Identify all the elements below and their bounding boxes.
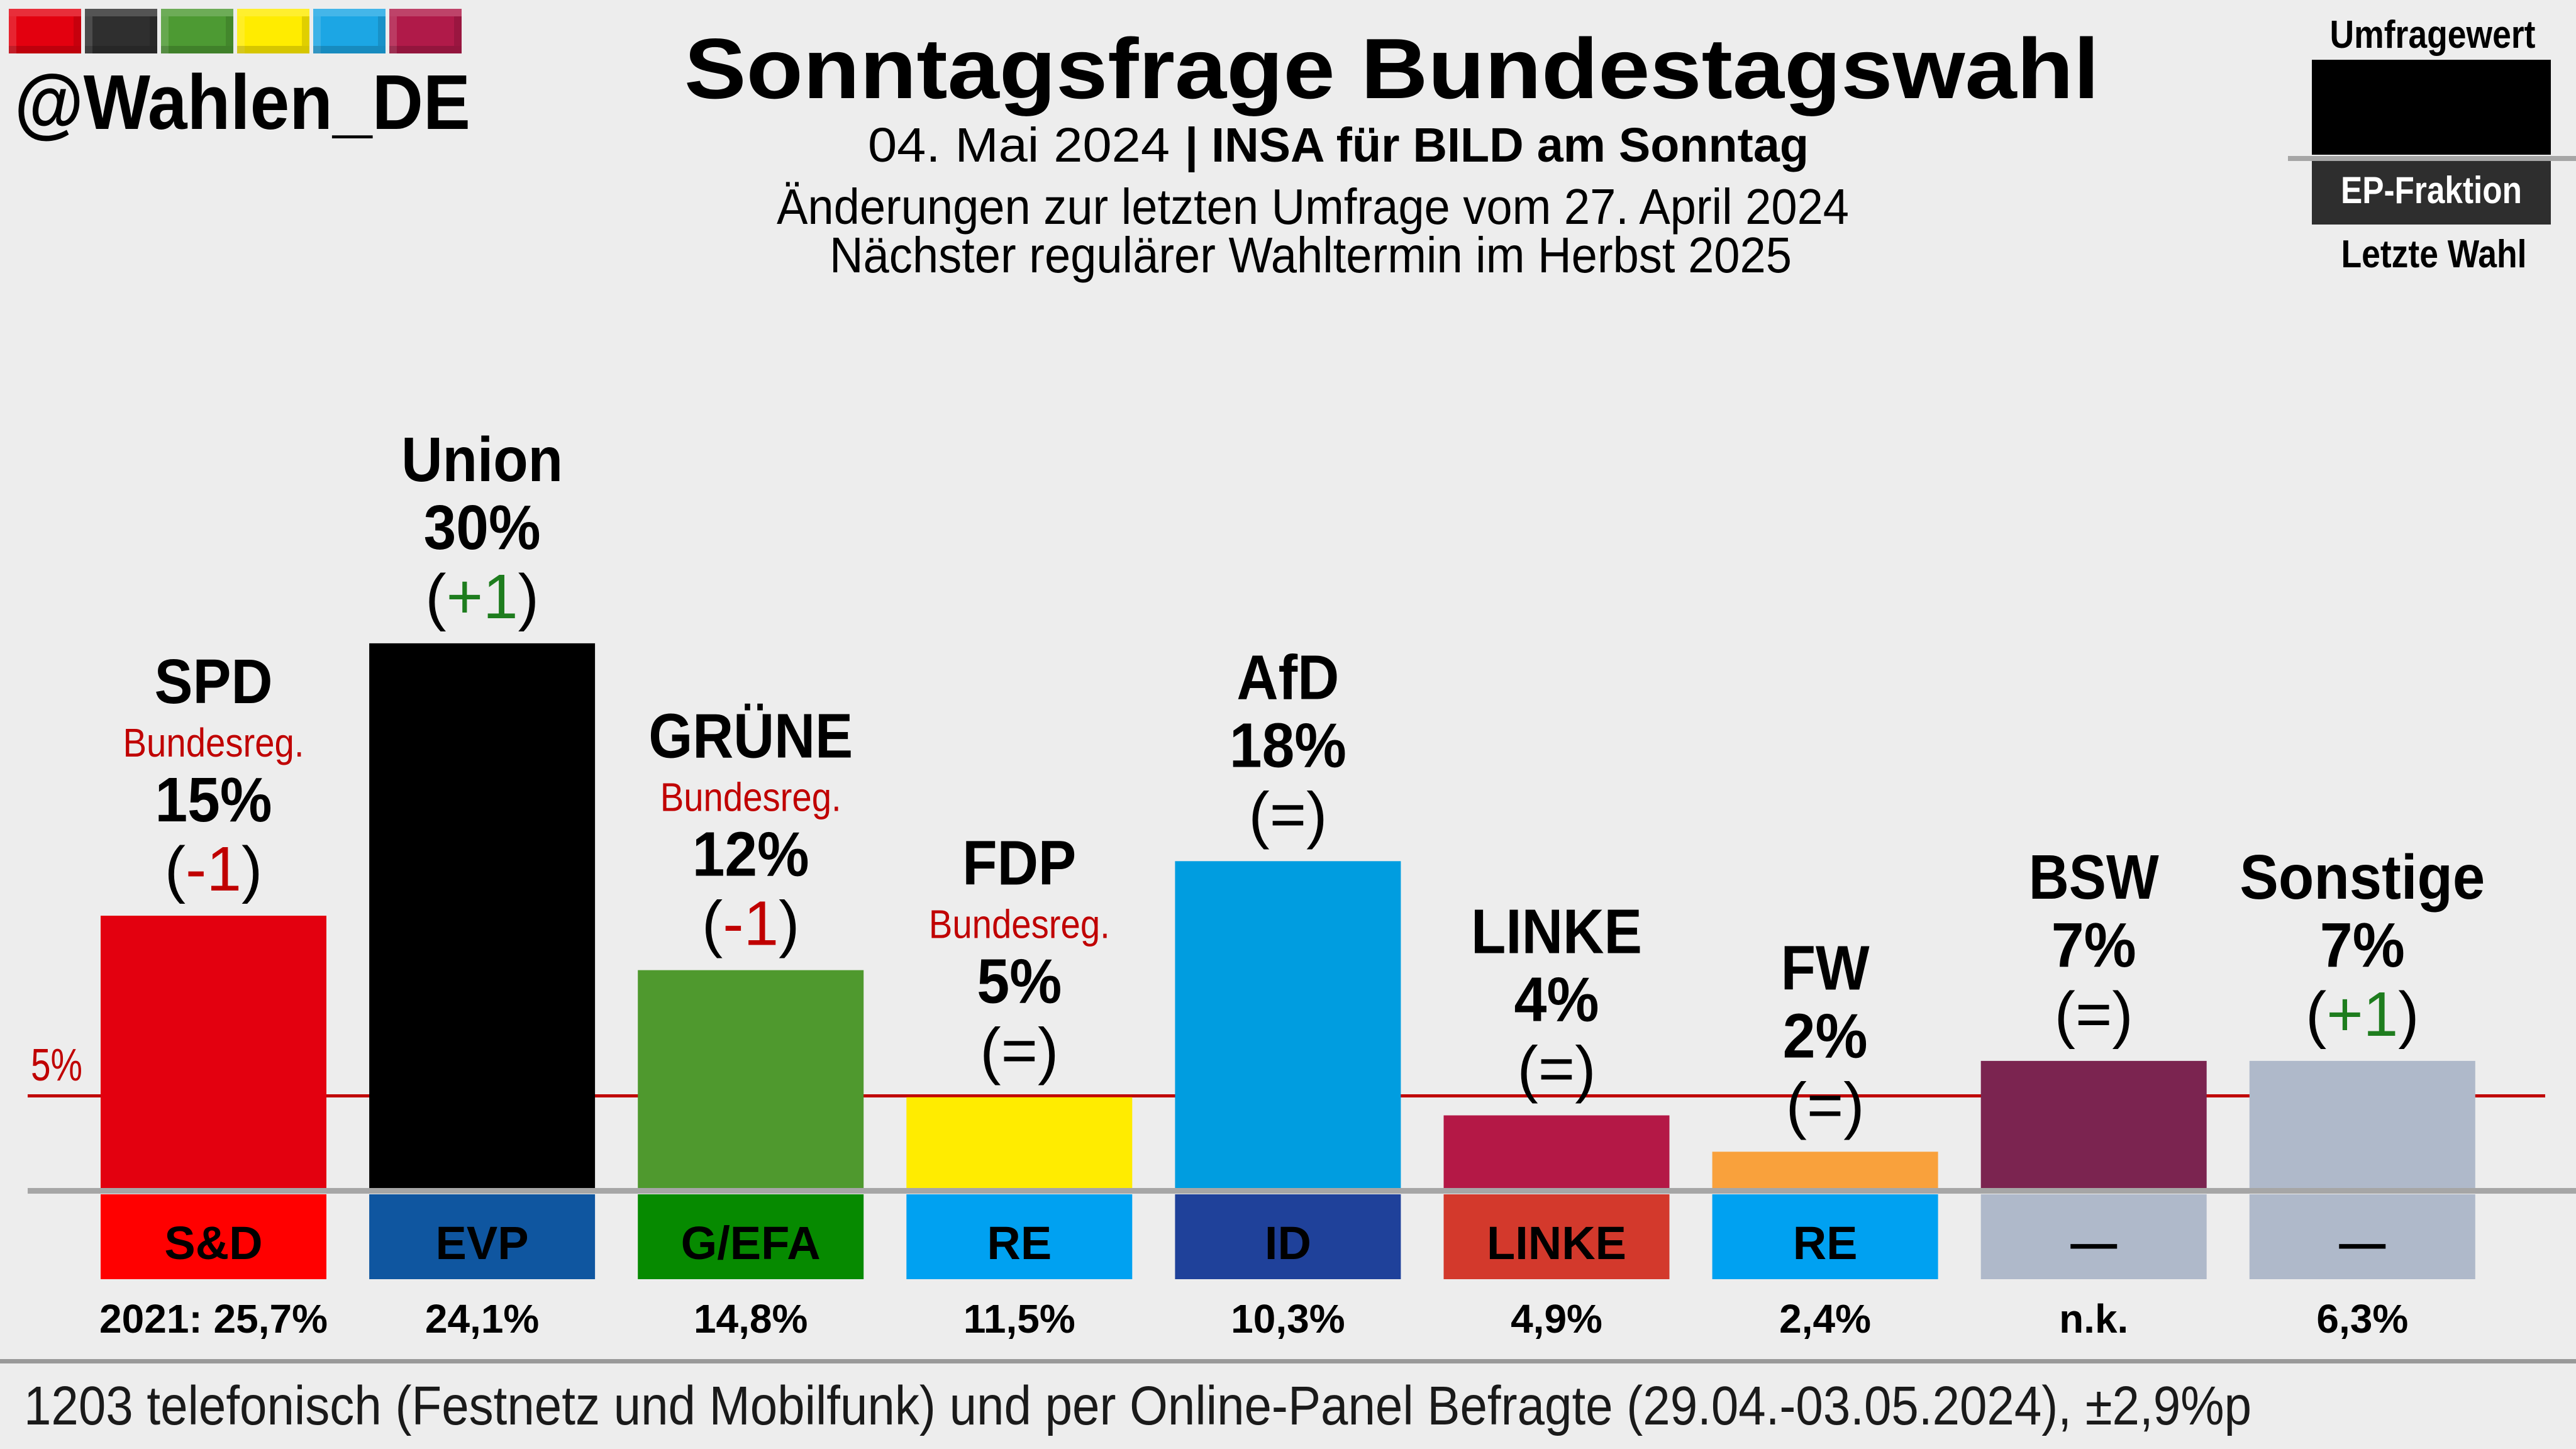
svg-text:BSW: BSW xyxy=(2029,842,2160,913)
svg-text:—: — xyxy=(2339,1217,2385,1269)
svg-text:6,3%: 6,3% xyxy=(2316,1296,2408,1341)
svg-text:4,9%: 4,9% xyxy=(1511,1296,1602,1341)
svg-text:Sonntagsfrage Bundestagswahl: Sonntagsfrage Bundestagswahl xyxy=(684,21,2099,116)
svg-text:Umfragewert: Umfragewert xyxy=(2330,13,2536,57)
svg-text:Union: Union xyxy=(401,425,563,495)
svg-text:10,3%: 10,3% xyxy=(1231,1296,1345,1341)
svg-text:(=): (=) xyxy=(980,1016,1058,1086)
svg-text:15%: 15% xyxy=(155,765,272,835)
svg-text:2021: 25,7%: 2021: 25,7% xyxy=(99,1296,328,1341)
svg-text:EVP: EVP xyxy=(436,1217,529,1269)
svg-text:G/EFA: G/EFA xyxy=(681,1217,821,1269)
svg-text:LINKE: LINKE xyxy=(1471,897,1642,967)
svg-text:S&D: S&D xyxy=(164,1217,262,1269)
svg-text:2,4%: 2,4% xyxy=(1779,1296,1871,1341)
svg-text:FDP: FDP xyxy=(962,828,1076,899)
svg-text:12%: 12% xyxy=(692,819,809,890)
svg-text:30%: 30% xyxy=(424,492,541,563)
svg-text:Sonstige: Sonstige xyxy=(2240,842,2485,913)
svg-text:14,8%: 14,8% xyxy=(694,1296,808,1341)
svg-text:4%: 4% xyxy=(1514,965,1599,1035)
svg-text:| INSA für BILD am Sonntag: | INSA für BILD am Sonntag xyxy=(1185,118,1809,172)
svg-text:7%: 7% xyxy=(2320,910,2405,980)
svg-text:EP-Fraktion: EP-Fraktion xyxy=(2341,169,2522,211)
svg-text:(=): (=) xyxy=(1248,779,1327,850)
svg-text:(-1): (-1) xyxy=(165,834,263,904)
svg-text:LINKE: LINKE xyxy=(1487,1217,1626,1269)
svg-text:(=): (=) xyxy=(2055,979,2133,1050)
svg-text:(=): (=) xyxy=(1786,1070,1865,1140)
svg-text:RE: RE xyxy=(1793,1217,1858,1269)
svg-text:(-1): (-1) xyxy=(702,889,800,959)
svg-text:Bundesreg.: Bundesreg. xyxy=(123,720,304,765)
svg-text:Änderungen zur letzten Umfrage: Änderungen zur letzten Umfrage vom 27. A… xyxy=(777,179,1849,235)
svg-text:1203 telefonisch (Festnetz und: 1203 telefonisch (Festnetz und Mobilfunk… xyxy=(24,1375,2251,1436)
svg-text:24,1%: 24,1% xyxy=(425,1296,539,1341)
svg-text:Bundesreg.: Bundesreg. xyxy=(660,775,841,820)
svg-text:18%: 18% xyxy=(1230,710,1346,780)
svg-text:GRÜNE: GRÜNE xyxy=(648,701,853,772)
svg-text:Bundesreg.: Bundesreg. xyxy=(929,902,1110,947)
svg-text:11,5%: 11,5% xyxy=(963,1296,1075,1341)
svg-text:(=): (=) xyxy=(1517,1034,1596,1104)
svg-text:ID: ID xyxy=(1265,1217,1311,1269)
svg-text:7%: 7% xyxy=(2051,910,2136,980)
svg-text:FW: FW xyxy=(1781,933,1870,1003)
svg-text:SPD: SPD xyxy=(155,647,273,717)
svg-text:(+1): (+1) xyxy=(425,562,539,632)
svg-text:04. Mai 2024: 04. Mai 2024 xyxy=(868,118,1170,172)
svg-text:n.k.: n.k. xyxy=(2059,1296,2128,1341)
svg-text:—: — xyxy=(2070,1217,2117,1269)
svg-text:AfD: AfD xyxy=(1236,642,1339,713)
svg-text:5%: 5% xyxy=(977,947,1062,1017)
svg-text:(+1): (+1) xyxy=(2306,979,2419,1050)
svg-text:Letzte Wahl: Letzte Wahl xyxy=(2341,233,2527,276)
svg-text:Nächster regulärer Wahltermin: Nächster regulärer Wahltermin im Herbst … xyxy=(830,227,1792,283)
svg-text:2%: 2% xyxy=(1783,1001,1868,1071)
svg-text:RE: RE xyxy=(987,1217,1052,1269)
svg-text:@Wahlen_DE: @Wahlen_DE xyxy=(14,60,470,146)
svg-text:5%: 5% xyxy=(31,1040,82,1091)
